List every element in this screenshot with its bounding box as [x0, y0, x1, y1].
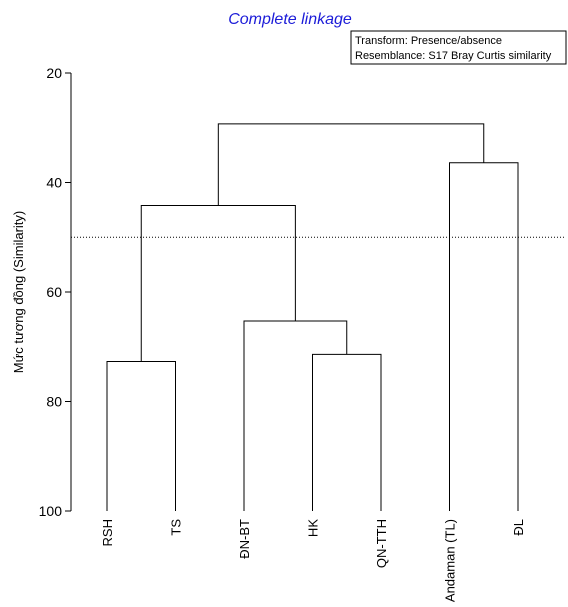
- annotation-resemblance: Resemblance: S17 Bray Curtis similarity: [355, 50, 552, 62]
- dendrogram-link: [449, 162, 519, 511]
- y-tick-label: 20: [46, 65, 62, 81]
- y-tick-label: 80: [46, 394, 62, 410]
- leaf-labels: RSH TS ĐN-BT HK QN-TTH Andaman (TL) ĐL: [100, 519, 526, 602]
- annotation-transform: Transform: Presence/absence: [355, 35, 502, 47]
- leaf-label: ĐN-BT: [237, 519, 252, 559]
- leaf-label: QN-TTH: [374, 519, 389, 568]
- leaf-label: TS: [169, 519, 184, 536]
- leaf-label: Andaman (TL): [443, 519, 458, 602]
- y-axis: 20 40 60 80 100: [39, 65, 72, 519]
- y-axis-label: Mức tương đồng (Similarity): [11, 211, 26, 373]
- y-tick-label: 60: [46, 284, 62, 300]
- annotation-box: Transform: Presence/absence Resemblance:…: [350, 30, 567, 65]
- leaf-label: HK: [306, 519, 321, 537]
- dendrogram-link: [312, 353, 382, 511]
- y-tick-label: 100: [39, 503, 63, 519]
- y-tick-label: 40: [46, 175, 62, 191]
- dendrogram-link: [140, 204, 296, 362]
- leaf-label: RSH: [100, 519, 115, 546]
- dendrogram-links: [106, 123, 519, 511]
- chart-title: Complete linkage: [228, 11, 352, 28]
- leaf-label: ĐL: [511, 519, 526, 536]
- dendrogram-link: [243, 320, 348, 511]
- dendrogram-link: [106, 361, 176, 511]
- dendrogram-link: [217, 123, 485, 206]
